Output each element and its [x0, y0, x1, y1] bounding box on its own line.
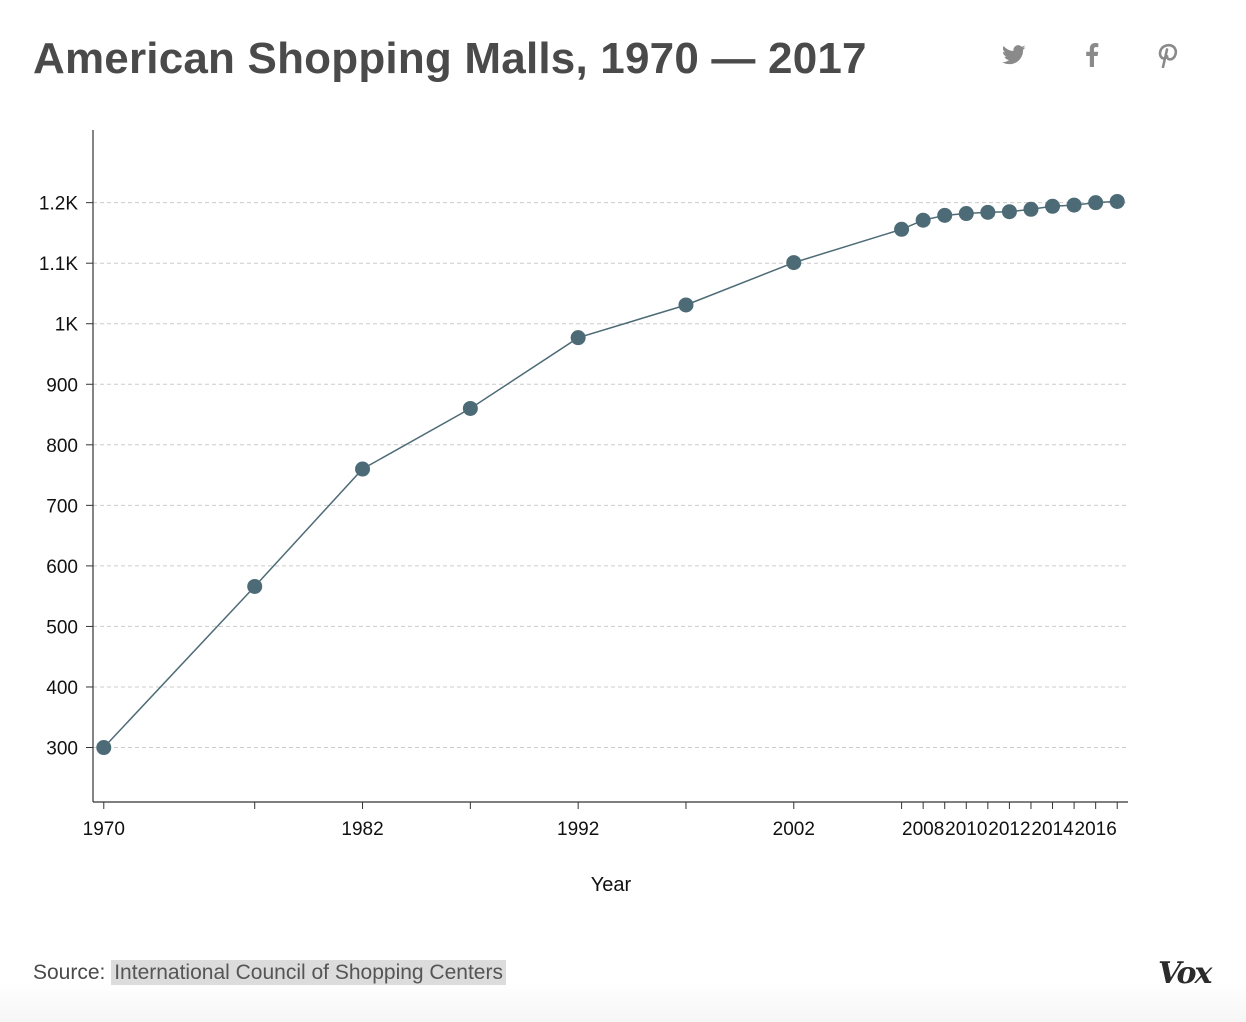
- x-tick-label: 2014: [1031, 819, 1074, 840]
- data-point: [980, 204, 996, 220]
- x-tick-label: 1970: [83, 819, 125, 840]
- x-tick-label: 2002: [773, 819, 815, 840]
- data-point: [355, 461, 371, 477]
- x-tick-label: 2016: [1075, 819, 1117, 840]
- data-point: [786, 255, 802, 271]
- gridlines: [93, 202, 1128, 749]
- axes: 300 400 500 600 700 800 900 1K 1.1K 1.2K 1970 1982 1…: [39, 130, 1128, 840]
- source-link[interactable]: International Council of Shopping Center…: [111, 960, 506, 985]
- data-point: [1023, 201, 1039, 217]
- x-tick-label: 2008: [902, 819, 944, 840]
- data-point: [1001, 204, 1017, 220]
- twitter-icon: [1002, 45, 1026, 65]
- source-label: Source:: [33, 961, 106, 984]
- data-point: [1066, 197, 1082, 213]
- data-points: [96, 193, 1125, 756]
- x-axis-label: Year: [591, 874, 632, 896]
- y-tick-label: 1K: [55, 315, 79, 336]
- data-point: [570, 330, 586, 346]
- data-point: [958, 206, 974, 222]
- data-point: [1045, 198, 1061, 214]
- y-tick-label: 600: [46, 557, 78, 578]
- y-tick-label: 800: [46, 436, 78, 457]
- y-tick-label: 500: [46, 617, 78, 638]
- x-tick-label: 1992: [557, 819, 599, 840]
- y-tick-label: 900: [46, 375, 78, 396]
- series-line: [103, 200, 1118, 749]
- y-tick-label: 300: [46, 739, 78, 760]
- y-tick-label: 1.1K: [39, 254, 78, 275]
- data-point: [894, 221, 910, 237]
- data-point: [96, 740, 112, 756]
- twitter-share-button[interactable]: [997, 38, 1031, 72]
- facebook-icon: [1086, 43, 1099, 67]
- x-tick-label: 2010: [945, 819, 987, 840]
- data-point: [1109, 193, 1125, 209]
- data-point: [678, 297, 694, 313]
- line-chart: 300 400 500 600 700 800 900 1K 1.1K 1.2K 1970 1982 1…: [39, 130, 1128, 896]
- y-tick-label: 400: [46, 678, 78, 699]
- footer-shade: [0, 982, 1246, 1022]
- data-point: [462, 400, 478, 416]
- page-title: American Shopping Malls, 1970 — 2017: [33, 34, 867, 83]
- facebook-share-button[interactable]: [1075, 38, 1109, 72]
- series-line-group: [103, 200, 1118, 749]
- data-point: [1088, 195, 1104, 211]
- source-line: Source: International Council of Shoppin…: [33, 960, 506, 985]
- y-tick-label: 1.2K: [39, 194, 78, 215]
- pinterest-share-button[interactable]: [1151, 38, 1185, 72]
- x-tick-label: 1982: [341, 819, 383, 840]
- y-tick-label: 700: [46, 496, 78, 517]
- pinterest-icon: [1158, 43, 1178, 68]
- data-point: [247, 578, 263, 594]
- vox-logo: Vox: [1158, 956, 1212, 991]
- data-point: [915, 212, 931, 228]
- x-tick-label: 2012: [988, 819, 1030, 840]
- data-point: [937, 207, 953, 223]
